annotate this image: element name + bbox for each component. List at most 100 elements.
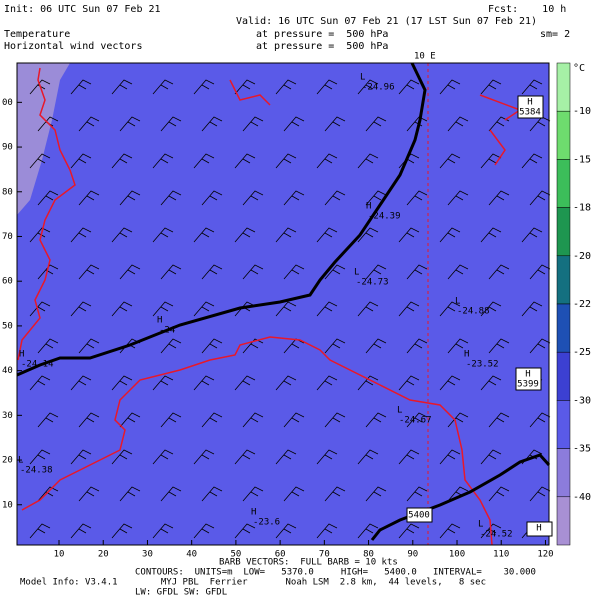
wind-barb <box>439 79 461 95</box>
center-value: -24.14 <box>21 360 54 370</box>
wind-barb <box>324 116 346 132</box>
wind-barb <box>152 523 174 539</box>
wind-barb <box>119 190 141 206</box>
x-tick-label: 30 <box>142 550 153 560</box>
wind-barb <box>357 153 379 169</box>
wind-barb <box>357 375 379 391</box>
wind-barb <box>70 301 92 317</box>
wind-barb <box>160 116 182 132</box>
colorbar-segment <box>556 62 571 112</box>
wind-barb <box>242 412 264 428</box>
wind-barb <box>160 338 182 354</box>
wind-barb <box>37 190 59 206</box>
wind-barb <box>111 79 133 95</box>
y-tick-label: 10 <box>2 500 13 510</box>
wind-barb <box>119 412 141 428</box>
colorbar-label: -18 <box>573 203 591 214</box>
wind-barb <box>37 338 59 354</box>
wind-barb <box>439 301 461 317</box>
wind-barb <box>201 190 223 206</box>
box-value: 5399 <box>517 380 539 390</box>
wind-barb <box>447 116 469 132</box>
colorbar-segment <box>556 400 571 449</box>
x-tick-label: 20 <box>98 550 109 560</box>
colorbar-segment <box>556 303 571 353</box>
wind-barb <box>521 153 543 169</box>
wind-barb <box>111 301 133 317</box>
wind-barb <box>406 190 428 206</box>
x-tick-label: 110 <box>493 550 509 560</box>
wind-barb <box>324 338 346 354</box>
wind-barb <box>242 190 264 206</box>
wind-barb <box>193 301 215 317</box>
wind-barb <box>193 375 215 391</box>
colorbar-label: -30 <box>573 395 591 406</box>
wind-barb <box>480 79 502 95</box>
wind-barb <box>447 190 469 206</box>
wind-barb <box>78 264 100 280</box>
wind-barb <box>406 412 428 428</box>
wind-barb <box>324 264 346 280</box>
wind-barb <box>275 301 297 317</box>
colorbar-unit: °C <box>573 63 585 74</box>
wind-barb <box>242 486 264 502</box>
wind-barb <box>201 116 223 132</box>
colorbar-label: -35 <box>573 444 591 455</box>
wind-barb <box>70 449 92 465</box>
center-symbol: L <box>455 297 460 307</box>
wind-barb <box>70 227 92 243</box>
wind-barb <box>398 79 420 95</box>
wind-barb <box>111 375 133 391</box>
center-value: -24.67 <box>399 416 432 426</box>
field-name: Horizontal wind vectors <box>4 41 142 52</box>
wind-barb <box>201 486 223 502</box>
y-tick-label: 80 <box>2 187 13 197</box>
wind-barb <box>152 301 174 317</box>
box-value: 5400 <box>408 511 430 521</box>
wind-barb <box>529 264 551 280</box>
wind-barb <box>365 338 387 354</box>
y-tick-label: 50 <box>2 321 13 331</box>
smoothing: sm= 2 <box>540 29 570 40</box>
wind-barb <box>275 79 297 95</box>
y-tick-label: 30 <box>2 411 13 421</box>
wind-barb <box>488 264 510 280</box>
height-box <box>406 507 433 523</box>
coastline <box>21 336 493 546</box>
meridian-label: 10 E <box>414 52 436 62</box>
colorbar-segment <box>556 255 571 305</box>
y-tick-label: 20 <box>2 456 13 466</box>
init-time: Init: 06 UTC Sun 07 Feb 21 <box>4 4 161 15</box>
wind-barb <box>160 264 182 280</box>
wind-barb <box>447 264 469 280</box>
center-value: -24.39 <box>368 212 401 222</box>
contours <box>16 62 551 541</box>
center-value: -24.88 <box>457 307 490 317</box>
map <box>16 62 551 546</box>
height-box <box>526 521 553 537</box>
colorbar-label: -40 <box>573 492 591 503</box>
wind-barb <box>439 227 461 243</box>
wind-barb <box>242 338 264 354</box>
wind-barb <box>521 79 543 95</box>
wind-barb <box>488 190 510 206</box>
colorbar-label: -22 <box>573 299 591 310</box>
box-symbol: H <box>527 98 532 108</box>
center-value: -24.96 <box>362 83 395 93</box>
wind-barb <box>160 412 182 428</box>
wind-barb <box>480 227 502 243</box>
wind-barb <box>70 523 92 539</box>
colorbar-segment <box>556 159 571 208</box>
wind-barb <box>283 116 305 132</box>
wind-barb <box>316 153 338 169</box>
x-tick-label: 100 <box>449 550 465 560</box>
x-tick-label: 70 <box>319 550 330 560</box>
wind-barb <box>488 412 510 428</box>
colorbar-segment <box>556 448 571 498</box>
wind-barb <box>439 523 461 539</box>
wind-barb <box>152 227 174 243</box>
box-symbol: H <box>525 370 530 380</box>
height-box <box>517 95 544 119</box>
x-tick-label: 120 <box>537 550 553 560</box>
